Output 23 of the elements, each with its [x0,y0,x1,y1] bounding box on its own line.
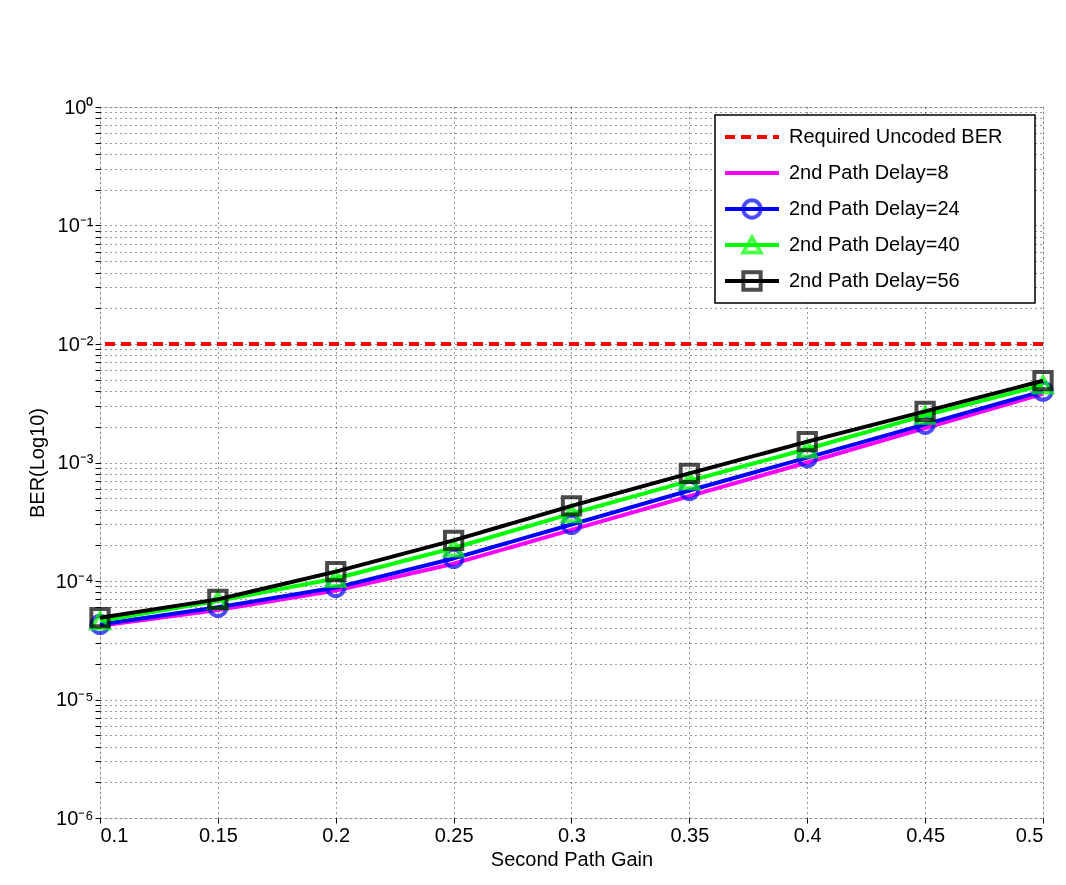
x-tick-label: 0.35 [670,823,710,846]
legend-label: 2nd Path Delay=8 [789,161,949,183]
x-tick-label: 0.15 [198,823,238,846]
y-tick-label: 10⁻⁶ [56,806,94,829]
x-tick-label: 0.1 [100,823,129,846]
x-tick-label: 0.3 [558,823,586,846]
x-axis-title: Second Path Gain [490,847,654,870]
y-tick-label: 10⁻⁵ [55,688,94,710]
y-tick-label: 10⁻³ [57,451,94,473]
x-tick-label: 0.2 [322,823,351,846]
x-tick-label: 0.4 [793,823,822,846]
y-tick-label: 10⁻² [57,332,94,355]
y-tick-label: 10⁻¹ [57,214,94,236]
x-tick-label: 0.5 [1015,823,1044,846]
legend-label: 2nd Path Delay=24 [789,197,960,219]
y-tick-label: 10⁻⁴ [55,569,94,592]
legend-label: Required Uncoded BER [789,125,1003,147]
y-tick-label: 10⁰ [64,95,94,118]
x-tick-label: 0.25 [434,823,474,846]
x-tick-label: 0.45 [906,823,946,846]
y-axis-title: BER(Log10) [25,407,48,519]
legend-label: 2nd Path Delay=40 [789,233,960,255]
legend-label: 2nd Path Delay=56 [789,269,960,291]
